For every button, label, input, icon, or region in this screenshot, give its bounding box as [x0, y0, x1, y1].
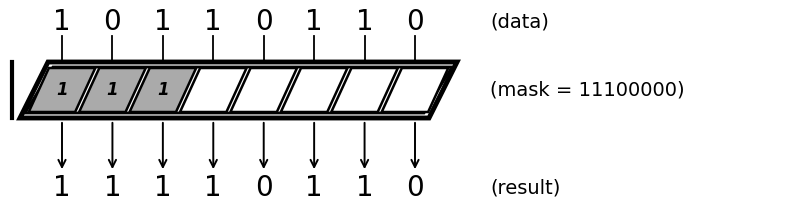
Text: 1: 1	[305, 8, 323, 36]
Text: 1: 1	[305, 174, 323, 202]
Text: 1: 1	[154, 8, 171, 36]
Polygon shape	[29, 68, 95, 112]
Polygon shape	[230, 68, 297, 112]
Text: 1: 1	[103, 174, 121, 202]
Text: 0: 0	[255, 8, 272, 36]
Text: 0: 0	[406, 8, 424, 36]
Text: 0: 0	[103, 8, 121, 36]
Polygon shape	[129, 68, 196, 112]
Text: (mask = 11100000): (mask = 11100000)	[490, 80, 684, 99]
Polygon shape	[25, 67, 452, 113]
Text: (data): (data)	[490, 12, 549, 31]
Polygon shape	[79, 68, 145, 112]
Text: 1: 1	[356, 174, 373, 202]
Text: 0: 0	[406, 174, 424, 202]
Text: 1: 1	[356, 8, 373, 36]
Text: 1: 1	[204, 8, 222, 36]
Polygon shape	[20, 62, 457, 118]
Text: 1: 1	[154, 174, 171, 202]
Text: 1: 1	[57, 81, 68, 99]
Text: (result): (result)	[490, 179, 561, 198]
Polygon shape	[331, 68, 398, 112]
Text: 1: 1	[157, 81, 169, 99]
Text: 1: 1	[107, 81, 118, 99]
Polygon shape	[180, 68, 246, 112]
Text: 1: 1	[53, 174, 71, 202]
Text: 1: 1	[204, 174, 222, 202]
Text: 0: 0	[255, 174, 272, 202]
Polygon shape	[281, 68, 347, 112]
Polygon shape	[381, 68, 448, 112]
Text: 1: 1	[53, 8, 71, 36]
